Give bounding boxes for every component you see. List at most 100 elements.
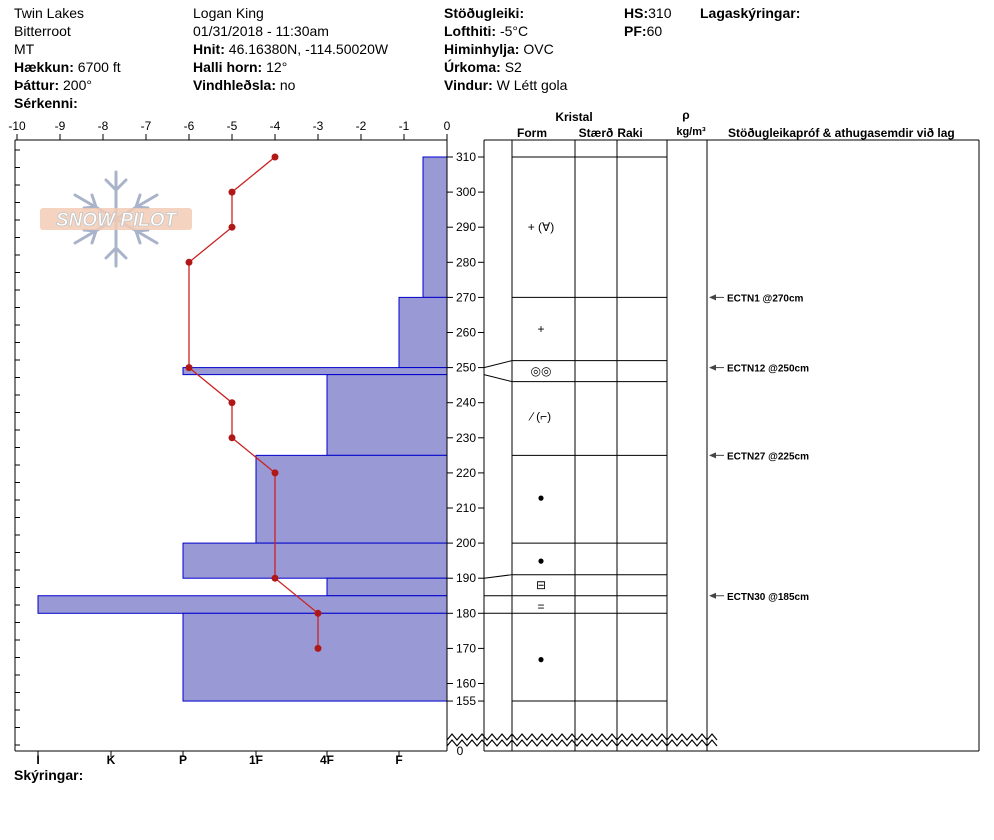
hardness-bar <box>182 612 448 702</box>
hardness-bar <box>255 454 448 544</box>
aspect-value: 200° <box>63 77 92 93</box>
notes-label: Skýringar: <box>14 767 84 783</box>
stability-test-label: ECTN12 @250cm <box>727 364 809 375</box>
features-label: Sérkenni: <box>14 95 78 111</box>
hardness-bars <box>37 156 448 702</box>
stability-test-label: ECTN27 @225cm <box>727 451 809 462</box>
hardness-bar <box>37 595 448 614</box>
slope-label: Halli horn: <box>193 59 263 75</box>
temp-tick-label: -5 <box>227 119 238 133</box>
crystal-form-symbol: ⊟ <box>536 578 546 592</box>
air-temp-label: Lofthiti: <box>444 23 497 39</box>
sky-value: OVC <box>523 41 554 57</box>
height-tick-label: 280 <box>456 255 476 269</box>
hardness-tick-label: K <box>107 753 116 767</box>
temperature-point <box>228 188 236 196</box>
temperature-point <box>314 644 322 652</box>
height-tick-label: 240 <box>456 396 476 410</box>
temp-tick-label: -3 <box>313 119 324 133</box>
hardness-bar <box>422 156 448 298</box>
height-tick-label: 200 <box>456 536 476 550</box>
crystal-form-symbol: = <box>537 599 544 613</box>
hardness-bar <box>182 542 448 579</box>
crystal-form-symbol: ∕ (⌐) <box>528 410 551 424</box>
snowpilot-logo: SNOW PILOT <box>40 170 192 268</box>
crystal-form-symbol: + (∀) <box>528 220 555 234</box>
temperature-point <box>271 153 279 161</box>
col-density: kg/m³ <box>676 126 706 138</box>
height-tick-label: 300 <box>456 185 476 199</box>
precip-label: Úrkoma: <box>444 59 501 75</box>
test-arrow <box>709 364 716 371</box>
test-arrow <box>709 452 716 459</box>
temp-tick-label: -9 <box>55 119 66 133</box>
hs-value: 310 <box>648 5 672 21</box>
wind-loading-value: no <box>279 77 296 93</box>
datetime: 01/31/2018 - 11:30am <box>193 23 329 39</box>
height-tick-label: 190 <box>456 571 476 585</box>
test-arrow <box>709 294 716 301</box>
height-tick-label: 230 <box>456 431 476 445</box>
temp-tick-label: -7 <box>141 119 152 133</box>
hardness-tick-label: 1F <box>249 753 263 767</box>
hardness-bar <box>326 577 448 597</box>
layer-table: Kristal Form Stærð Raki ρ kg/m³ Stöðugleikapró… <box>483 108 980 752</box>
wind-label: Vindur: <box>444 77 493 93</box>
height-tick-label: 160 <box>456 677 476 691</box>
hardness-bar <box>398 296 448 369</box>
temperature-point <box>271 469 279 477</box>
elevation: Hækkun: 6700 ft <box>14 58 121 76</box>
temperature-point <box>271 574 279 582</box>
height-tick-label: 155 <box>456 694 476 708</box>
logo-text: SNOW PILOT <box>56 210 178 231</box>
observer: Logan King <box>193 5 264 21</box>
slope-value: 12° <box>266 59 288 75</box>
layer-notes-label: Lagaskýringar: <box>700 5 801 21</box>
height-baseline-label: 0 <box>457 744 464 758</box>
coords-label: Hnit: <box>193 41 225 57</box>
air-temp-value: -5°C <box>499 23 529 39</box>
temperature-point <box>228 434 236 442</box>
height-tick-label: 290 <box>456 220 476 234</box>
hardness-tick-label: P <box>179 753 187 767</box>
height-tick-label: 260 <box>456 326 476 340</box>
height-tick-label: 210 <box>456 501 476 515</box>
stability-test-label: ECTN30 @185cm <box>727 592 809 603</box>
temp-tick-label: -2 <box>356 119 367 133</box>
col-moisture: Raki <box>617 126 642 140</box>
temp-tick-label: -8 <box>98 119 109 133</box>
location: Twin Lakes <box>14 5 85 21</box>
crystal-form-symbol: ◎◎ <box>531 364 552 378</box>
hardness-tick-label: I <box>36 753 39 767</box>
height-tick-label: 310 <box>456 150 476 164</box>
temperature-point <box>228 399 236 407</box>
elevation-value: 6700 ft <box>77 59 121 75</box>
wind-value: W Létt gola <box>496 77 568 93</box>
axis-break-bottom <box>446 739 718 747</box>
coords-value: 46.16380N, -114.50020W <box>228 41 389 57</box>
elevation-label: Hækkun: <box>14 59 74 75</box>
precip-value: S2 <box>504 59 522 75</box>
boundary-connector <box>483 360 513 369</box>
temp-tick-label: -4 <box>270 119 281 133</box>
temperature-point <box>185 364 193 372</box>
height-tick-label: 170 <box>456 641 476 655</box>
hardness-tick-label: F <box>395 753 402 767</box>
state: MT <box>14 41 35 57</box>
height-tick-label: 270 <box>456 290 476 304</box>
boundary-connector <box>483 374 513 383</box>
temperature-point <box>314 609 322 617</box>
crystal-form-symbol: + <box>537 322 544 336</box>
hardness-bar <box>326 374 448 456</box>
wind-loading-label: Vindhleðsla: <box>193 77 276 93</box>
temp-tick-label: -10 <box>8 119 26 133</box>
sky-label: Himinhylja: <box>444 41 520 57</box>
stability-test-label: ECTN1 @270cm <box>727 293 804 304</box>
temp-tick-label: -6 <box>184 119 195 133</box>
crystal-form-symbol: ● <box>537 554 544 568</box>
col-size: Stærð <box>579 126 614 140</box>
crystal-form-symbol: ● <box>537 652 544 666</box>
crystal-form-symbol: ● <box>537 490 544 504</box>
aspect-label: Þáttur: <box>14 77 60 93</box>
height-tick-label: 180 <box>456 606 476 620</box>
